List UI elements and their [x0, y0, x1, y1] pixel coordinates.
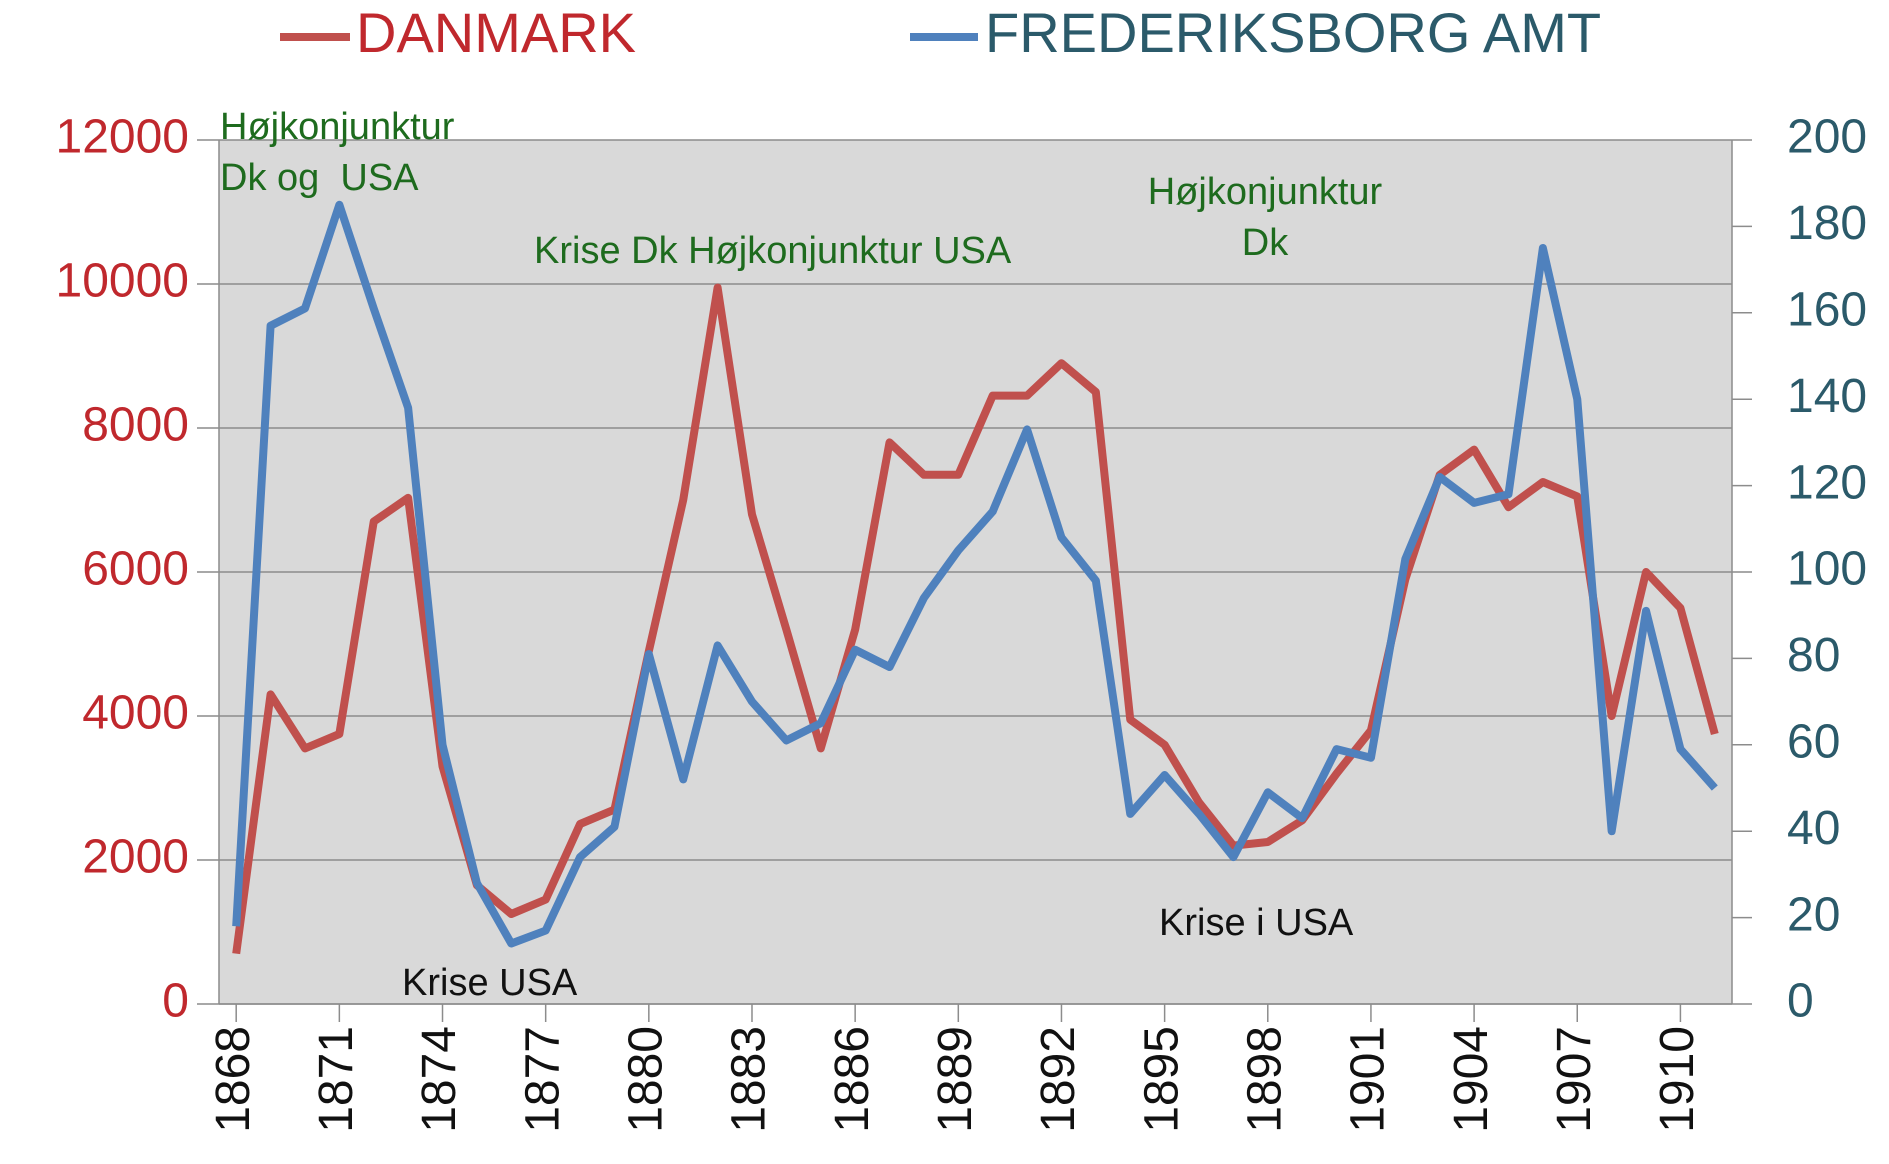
x-tick-label: 1901	[1342, 1026, 1395, 1133]
x-tick-label: 1892	[1032, 1026, 1085, 1133]
y2-tick-label: 40	[1787, 802, 1840, 855]
x-tick-label: 1910	[1651, 1026, 1704, 1133]
y-tick-label: 8000	[82, 399, 189, 452]
x-tick-label: 1883	[723, 1026, 776, 1133]
annotation: Krise USA	[402, 962, 578, 1004]
y2-tick-label: 180	[1787, 197, 1867, 250]
y-tick-label: 4000	[82, 687, 189, 740]
x-tick-label: 1880	[620, 1026, 673, 1133]
annotation: Krise i USA	[1159, 902, 1354, 944]
y2-tick-label: 120	[1787, 456, 1867, 509]
data-line	[232, 200, 1718, 948]
x-tick-label: 1904	[1445, 1026, 1498, 1133]
y2-tick-label: 100	[1787, 543, 1867, 596]
x-tick-label: 1895	[1135, 1026, 1188, 1133]
y-tick-label: 12000	[56, 111, 189, 164]
y-tick-label: 0	[162, 975, 189, 1028]
y-tick-label: 6000	[82, 543, 189, 596]
annotation: Dk og USA	[220, 157, 419, 199]
x-tick-label: 1871	[310, 1026, 363, 1133]
annotation: Højkonjunktur	[1148, 171, 1383, 213]
x-tick-label: 1868	[207, 1026, 260, 1133]
y2-tick-label: 80	[1787, 629, 1840, 682]
y2-tick-label: 200	[1787, 111, 1867, 164]
annotation: Krise Dk Højkonjunktur USA	[534, 230, 1012, 272]
y-tick-label: 2000	[82, 831, 189, 884]
legend-label: FREDERIKSBORG AMT	[985, 1, 1601, 64]
x-tick-label: 1877	[516, 1026, 569, 1133]
y2-tick-label: 160	[1787, 283, 1867, 336]
y-tick-label: 10000	[56, 255, 189, 308]
x-tick-label: 1898	[1238, 1026, 1291, 1133]
y2-tick-label: 140	[1787, 370, 1867, 423]
legend-label: DANMARK	[356, 1, 636, 64]
x-tick-label: 1907	[1548, 1026, 1601, 1133]
x-tick-label: 1889	[929, 1026, 982, 1133]
y2-tick-label: 20	[1787, 888, 1840, 941]
annotation: Højkonjunktur	[220, 106, 455, 148]
x-tick-label: 1886	[826, 1026, 879, 1133]
y2-tick-label: 60	[1787, 715, 1840, 768]
x-tick-label: 1874	[413, 1026, 466, 1133]
y2-tick-label: 0	[1787, 975, 1814, 1028]
annotation: Dk	[1242, 222, 1289, 264]
